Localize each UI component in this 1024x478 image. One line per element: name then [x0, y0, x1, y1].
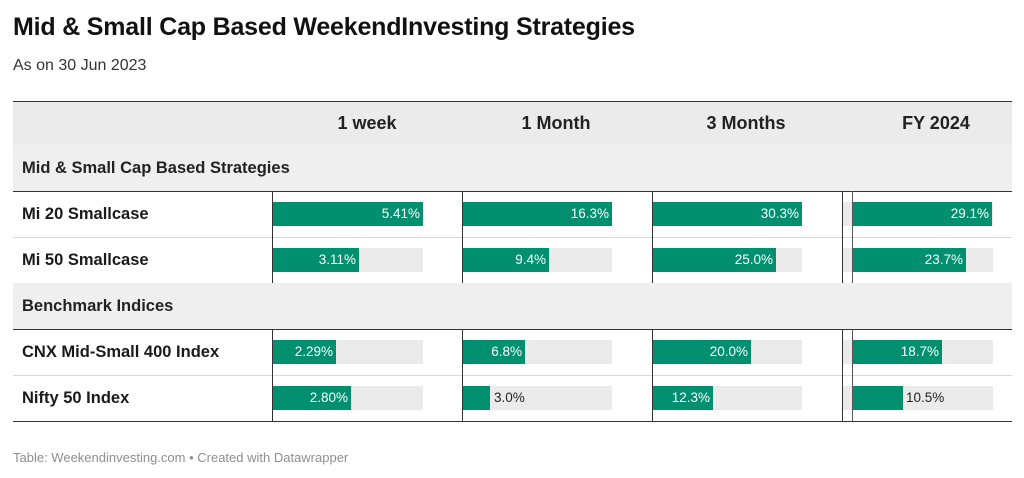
data-bar — [462, 340, 525, 364]
column-separator — [652, 329, 653, 421]
group-label: Benchmark Indices — [22, 297, 174, 315]
data-label: 30.3% — [760, 206, 799, 221]
row-label: Nifty 50 Index — [22, 389, 130, 407]
column-separator — [462, 191, 463, 283]
data-bar — [852, 202, 992, 226]
column-header-3: FY 2024 — [902, 113, 970, 133]
group-label: Mid & Small Cap Based Strategies — [22, 159, 290, 177]
row-label: Mi 50 Smallcase — [22, 251, 149, 269]
data-bar — [852, 340, 942, 364]
data-bar — [273, 202, 423, 226]
column-separator — [652, 191, 653, 283]
column-separator — [842, 329, 843, 421]
chart-subtitle: As on 30 Jun 2023 — [13, 57, 147, 74]
row-divider — [13, 375, 1012, 376]
data-bar — [273, 248, 359, 272]
row-label: Mi 20 Smallcase — [22, 205, 149, 223]
column-header-2: 3 Months — [706, 113, 786, 133]
column-header-0: 1 week — [337, 113, 397, 133]
data-bar — [652, 248, 776, 272]
data-label: 3.11% — [318, 252, 356, 267]
data-label: 3.0% — [494, 390, 525, 405]
data-label: 18.7% — [900, 344, 939, 359]
zero-line — [852, 329, 853, 421]
data-bar — [462, 202, 612, 226]
table-header — [13, 101, 1012, 145]
data-label: 10.5% — [906, 390, 945, 405]
data-label: 20.0% — [709, 344, 748, 359]
data-bar — [652, 202, 802, 226]
group-bottom-border — [13, 329, 1012, 330]
zero-line — [852, 191, 853, 283]
data-label: 2.29% — [294, 344, 333, 359]
column-separator — [272, 329, 273, 421]
data-label: 5.41% — [381, 206, 420, 221]
group-bottom-border — [13, 191, 1012, 192]
data-bar — [852, 248, 966, 272]
column-separator — [272, 191, 273, 283]
data-bar — [273, 340, 336, 364]
data-bar — [652, 340, 751, 364]
data-label: 29.1% — [950, 206, 989, 221]
data-label: 25.0% — [734, 252, 773, 267]
group-row: Mid & Small Cap Based Strategies — [13, 145, 1012, 191]
group-end-border — [13, 421, 1012, 422]
row-label: CNX Mid-Small 400 Index — [22, 343, 220, 361]
data-bar — [852, 386, 903, 410]
data-bar — [273, 386, 351, 410]
data-label: 6.8% — [491, 344, 522, 359]
data-bar — [462, 248, 549, 272]
data-label: 23.7% — [924, 252, 963, 267]
data-bar — [652, 386, 713, 410]
data-bar — [462, 386, 490, 410]
group-row: Benchmark Indices — [13, 283, 1012, 329]
data-label: 2.80% — [309, 390, 348, 405]
header-top-border — [13, 101, 1012, 102]
row-divider — [13, 237, 1012, 238]
chart-title: Mid & Small Cap Based WeekendInvesting S… — [13, 13, 635, 41]
column-separator — [462, 329, 463, 421]
data-label: 16.3% — [570, 206, 609, 221]
data-label: 12.3% — [671, 390, 710, 405]
data-label: 9.4% — [515, 252, 546, 267]
column-header-1: 1 Month — [521, 113, 591, 133]
column-separator — [842, 191, 843, 283]
chart-footer: Table: Weekendinvesting.com • Created wi… — [13, 450, 349, 465]
